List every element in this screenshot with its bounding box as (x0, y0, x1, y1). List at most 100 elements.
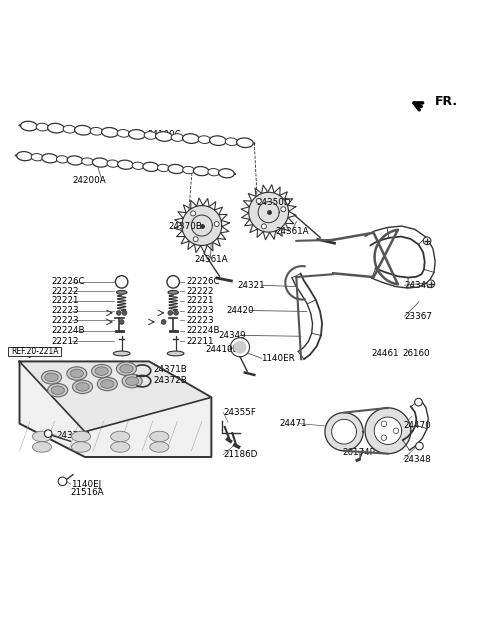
Ellipse shape (118, 160, 133, 169)
Text: 24200A: 24200A (72, 176, 106, 185)
Text: 21516A: 21516A (71, 489, 104, 498)
Circle shape (161, 320, 166, 324)
Text: 24470: 24470 (403, 422, 431, 431)
Text: 22223: 22223 (187, 316, 214, 325)
Ellipse shape (193, 166, 209, 176)
Circle shape (58, 477, 67, 485)
Text: 22223: 22223 (51, 316, 79, 325)
Ellipse shape (218, 169, 234, 178)
Ellipse shape (72, 431, 91, 442)
Polygon shape (20, 361, 211, 457)
Polygon shape (20, 361, 211, 431)
Text: 22221: 22221 (187, 297, 214, 306)
Ellipse shape (129, 130, 145, 139)
Polygon shape (182, 205, 222, 245)
Polygon shape (365, 408, 411, 454)
Ellipse shape (198, 135, 211, 143)
Circle shape (168, 311, 173, 315)
Ellipse shape (208, 169, 220, 176)
Ellipse shape (57, 156, 68, 163)
Ellipse shape (97, 377, 117, 391)
Text: 24350D: 24350D (257, 198, 291, 207)
Text: 22222: 22222 (187, 287, 214, 296)
Text: REF.20-221A: REF.20-221A (11, 347, 59, 356)
Circle shape (122, 311, 127, 315)
Circle shape (174, 311, 179, 315)
Ellipse shape (33, 442, 51, 452)
Ellipse shape (113, 351, 130, 356)
Ellipse shape (132, 162, 144, 169)
Ellipse shape (144, 132, 156, 139)
Ellipse shape (111, 431, 130, 442)
Circle shape (119, 320, 124, 324)
Ellipse shape (36, 123, 48, 131)
Ellipse shape (210, 136, 226, 146)
Ellipse shape (168, 290, 179, 294)
Ellipse shape (92, 158, 108, 167)
Ellipse shape (107, 160, 119, 168)
Ellipse shape (116, 362, 136, 376)
Ellipse shape (70, 369, 84, 377)
Ellipse shape (45, 373, 58, 381)
FancyBboxPatch shape (8, 347, 60, 356)
Text: 22226C: 22226C (51, 277, 85, 286)
Ellipse shape (183, 166, 194, 174)
Circle shape (381, 421, 387, 426)
Text: FR.: FR. (435, 95, 458, 108)
Ellipse shape (74, 125, 91, 135)
Circle shape (116, 311, 121, 315)
Polygon shape (234, 342, 246, 353)
Text: 24370B: 24370B (168, 222, 202, 231)
Ellipse shape (17, 152, 32, 160)
Ellipse shape (237, 138, 253, 148)
Ellipse shape (168, 164, 184, 173)
Text: 1140ER: 1140ER (262, 354, 295, 363)
Ellipse shape (42, 153, 58, 163)
Text: 22211: 22211 (187, 336, 214, 345)
Ellipse shape (157, 164, 169, 171)
Circle shape (281, 207, 286, 212)
Text: 22221: 22221 (51, 297, 79, 306)
Ellipse shape (95, 367, 108, 376)
Circle shape (393, 428, 399, 433)
Circle shape (416, 442, 423, 450)
Text: 22224B: 22224B (51, 326, 85, 335)
Text: 24349: 24349 (218, 331, 246, 340)
Circle shape (423, 237, 431, 245)
Ellipse shape (225, 138, 238, 146)
Ellipse shape (125, 377, 139, 385)
Ellipse shape (171, 134, 184, 141)
Text: 24321: 24321 (238, 281, 265, 290)
Text: 26160: 26160 (402, 349, 430, 358)
Text: 24100C: 24100C (147, 130, 181, 139)
Circle shape (191, 211, 195, 216)
Text: 23367: 23367 (405, 312, 432, 321)
Ellipse shape (102, 128, 118, 137)
Ellipse shape (92, 365, 112, 377)
Ellipse shape (156, 132, 172, 141)
Text: 24348: 24348 (403, 455, 431, 464)
Ellipse shape (48, 123, 64, 133)
Ellipse shape (76, 383, 89, 391)
Text: 22212: 22212 (51, 336, 79, 345)
Polygon shape (249, 192, 288, 232)
Text: 24375B: 24375B (56, 431, 90, 440)
Ellipse shape (150, 431, 169, 442)
Ellipse shape (143, 162, 158, 171)
Text: 24361A: 24361A (195, 256, 228, 265)
Circle shape (415, 398, 422, 406)
Ellipse shape (111, 442, 130, 452)
Text: 22223: 22223 (51, 306, 79, 315)
Ellipse shape (72, 380, 93, 394)
Ellipse shape (31, 153, 43, 161)
Circle shape (256, 198, 261, 204)
Text: 21186D: 21186D (223, 450, 258, 459)
Ellipse shape (41, 370, 61, 384)
Text: 24471: 24471 (279, 419, 307, 428)
Text: 1140EJ: 1140EJ (71, 480, 101, 489)
Text: 26174P: 26174P (343, 447, 375, 456)
Circle shape (193, 237, 198, 241)
Text: 22226C: 22226C (187, 277, 220, 286)
Ellipse shape (67, 156, 83, 165)
Ellipse shape (51, 386, 64, 394)
